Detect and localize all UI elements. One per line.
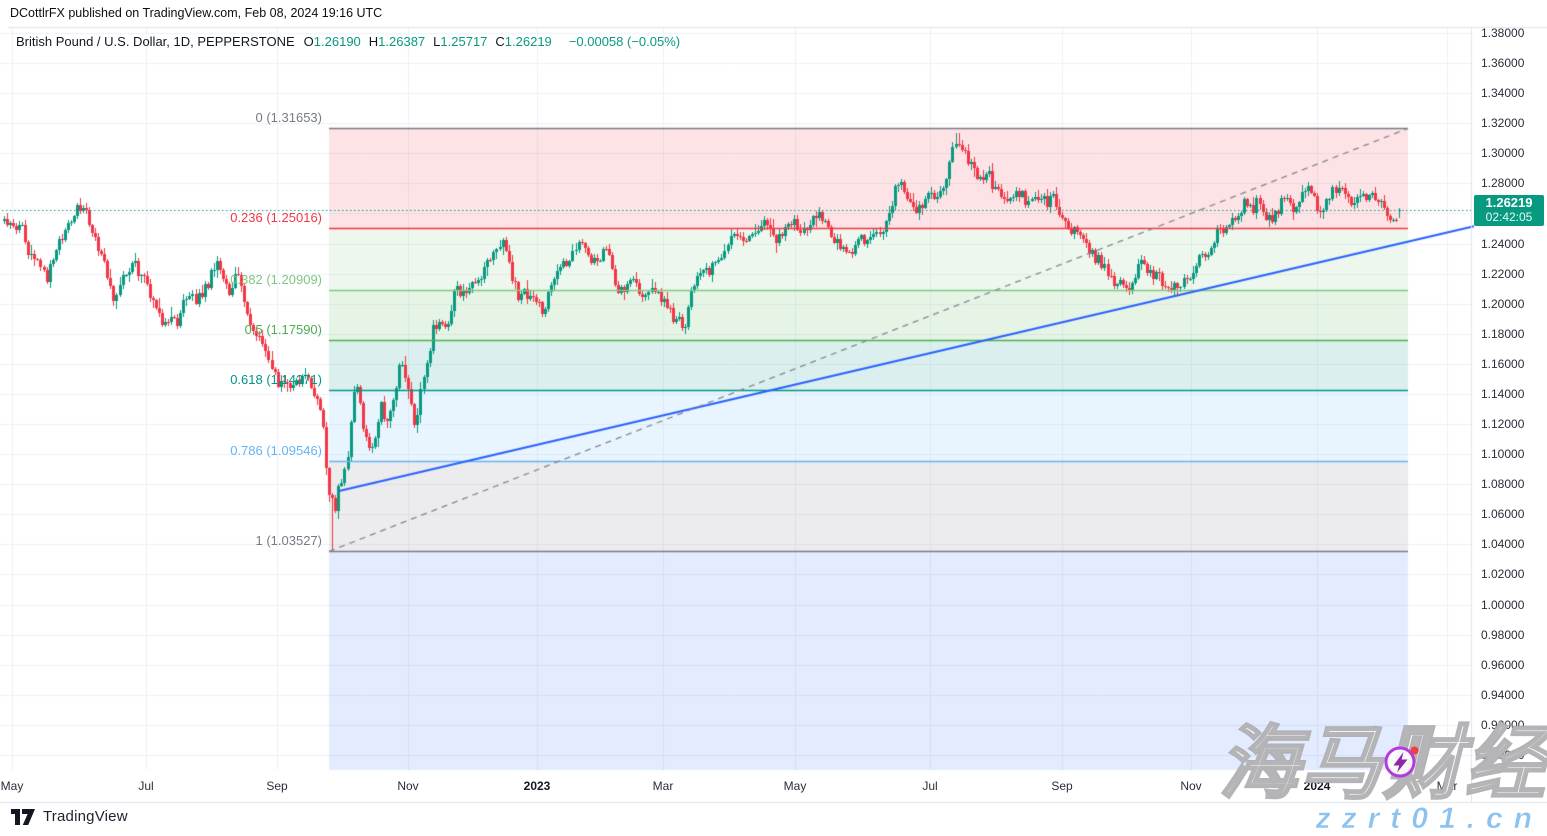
last-price-label[interactable]: 1.26219 02:42:05 — [1474, 195, 1544, 226]
fib-level-label: 0 (1.31653) — [255, 110, 323, 125]
last-price-value: 1.26219 — [1485, 195, 1533, 211]
price-axis-label: 1.16000 — [1481, 357, 1525, 371]
price-axis-label: 1.22000 — [1481, 267, 1525, 281]
price-axis-label: 0.98000 — [1481, 628, 1525, 642]
symbol-title: British Pound / U.S. Dollar, 1D, PEPPERS… — [16, 34, 295, 49]
price-axis-label: 1.04000 — [1481, 537, 1525, 551]
ohlc-values: O1.26190 H1.26387 L1.25717 C1.26219 — [304, 34, 560, 49]
time-axis-label: May — [783, 779, 807, 793]
price-axis-label: 1.24000 — [1481, 237, 1525, 251]
price-axis-label: 1.10000 — [1481, 447, 1525, 461]
ohlc-item: L1.25717 — [433, 34, 488, 49]
price-axis-label: 1.30000 — [1481, 146, 1525, 160]
time-axis-label: 2024 — [1303, 779, 1331, 793]
time-axis-label: May — [0, 779, 24, 793]
price-axis-label: 1.08000 — [1481, 477, 1525, 491]
symbol-header: British Pound / U.S. Dollar, 1D, PEPPERS… — [16, 34, 680, 49]
time-axis-label: Mar — [1436, 779, 1458, 793]
ohlc-item: C1.26219 — [495, 34, 552, 49]
price-axis-label: 0.94000 — [1481, 688, 1525, 702]
time-axis-label: Nov — [397, 779, 419, 793]
price-axis-label: 1.34000 — [1481, 86, 1525, 100]
price-axis-label: 1.06000 — [1481, 507, 1525, 521]
lightning-badge-icon — [1384, 746, 1419, 778]
watermark-chinese: 海马财经 — [1218, 719, 1547, 808]
tradingview-brand-text[interactable]: TradingView — [43, 807, 128, 825]
price-axis-label: 0.92000 — [1481, 718, 1525, 732]
tradingview-logo-icon[interactable] — [10, 806, 36, 826]
price-axis-label: 0.96000 — [1481, 658, 1525, 672]
price-axis-label: 1.32000 — [1481, 116, 1525, 130]
bar-countdown: 02:42:05 — [1485, 210, 1533, 225]
price-axis-label: 1.36000 — [1481, 56, 1525, 70]
fib-level-label: 1 (1.03527) — [255, 533, 323, 548]
fib-level-label: 0.382 (1.20909) — [230, 272, 322, 287]
price-axis-label: 1.38000 — [1481, 26, 1525, 40]
price-axis-label: 1.18000 — [1481, 327, 1525, 341]
price-axis-label: 0.90000 — [1481, 748, 1525, 762]
fib-level-label: 0.236 (1.25016) — [230, 210, 322, 225]
time-axis-label: Sep — [1051, 779, 1073, 793]
change-value: −0.00058 (−0.05%) — [568, 34, 681, 49]
time-axis-label: Mar — [652, 779, 674, 793]
price-axis-label: 1.14000 — [1481, 387, 1525, 401]
time-axis-label: Nov — [1180, 779, 1202, 793]
price-axis-label: 1.02000 — [1481, 567, 1525, 581]
price-axis-label: 1.20000 — [1481, 297, 1525, 311]
time-axis-label: Sep — [266, 779, 288, 793]
fib-level-label: 0.786 (1.09546) — [230, 443, 322, 458]
footer-bar: TradingView — [10, 806, 128, 826]
watermark-url: zzrt01.cn — [1315, 802, 1543, 835]
attribution-text: DCottlrFX published on TradingView.com, … — [10, 6, 383, 20]
ohlc-item: H1.26387 — [368, 34, 426, 49]
price-axis-label: 1.00000 — [1481, 598, 1525, 612]
time-axis-label: Jul — [922, 779, 938, 793]
fib-level-label: 0.5 (1.17590) — [244, 322, 322, 337]
ohlc-item: O1.26190 — [303, 34, 361, 49]
time-axis-label: Jul — [138, 779, 154, 793]
fib-level-label: 0.618 (1.14271) — [230, 372, 322, 387]
price-axis-label: 1.28000 — [1481, 176, 1525, 190]
price-axis-label: 1.12000 — [1481, 417, 1525, 431]
time-axis-label: 2023 — [523, 779, 551, 793]
